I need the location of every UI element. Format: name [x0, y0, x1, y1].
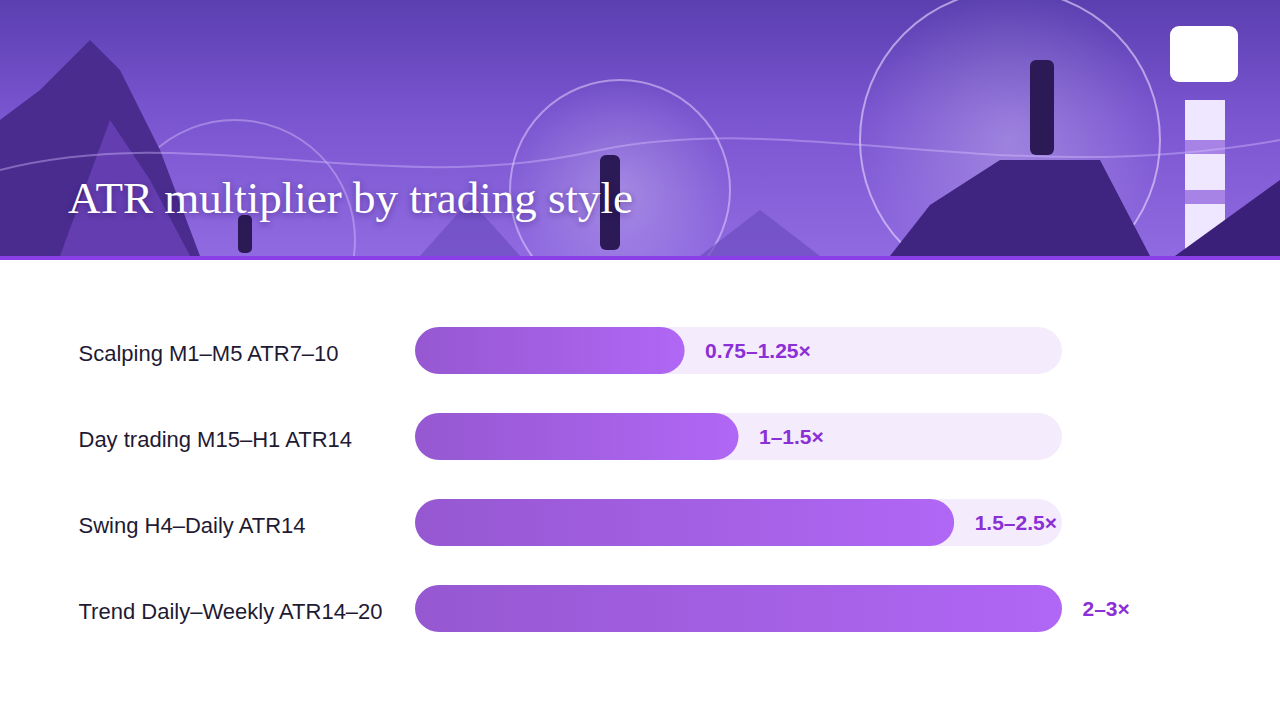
svg-text:Scalping M1–M5 ATR7–10: Scalping M1–M5 ATR7–10 [79, 341, 339, 366]
svg-text:Swing H4–Daily ATR14: Swing H4–Daily ATR14 [79, 513, 306, 538]
svg-text:2–3×: 2–3× [1083, 597, 1130, 620]
svg-text:Trend Daily–Weekly ATR14–20: Trend Daily–Weekly ATR14–20 [79, 599, 383, 624]
svg-text:1–1.5×: 1–1.5× [759, 425, 824, 448]
svg-text:Day trading M15–H1 ATR14: Day trading M15–H1 ATR14 [79, 427, 353, 452]
svg-text:1.5–2.5×: 1.5–2.5× [975, 511, 1057, 534]
html-text:ATR multiplier by trading styl: ATR multiplier by trading style [68, 173, 633, 223]
svg-text:0.75–1.25×: 0.75–1.25× [705, 339, 811, 362]
